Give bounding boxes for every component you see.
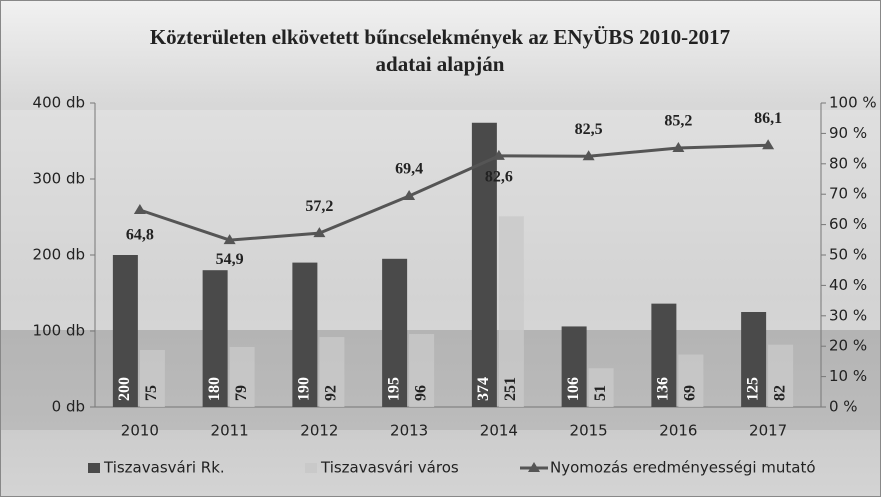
- bar-value-label: 251: [502, 377, 519, 401]
- y2-tick-label: 60 %: [829, 215, 867, 233]
- bar-value-label: 190: [296, 377, 313, 401]
- y2-tick-label: 70 %: [829, 185, 867, 203]
- legend-swatch: [305, 463, 317, 473]
- bar-value-label: 79: [233, 385, 250, 401]
- bar-value-label: 69: [682, 385, 699, 401]
- bar-value-label: 195: [385, 377, 402, 401]
- legend-label: Nyomozás eredményességi mutató: [550, 459, 816, 477]
- x-tick-label: 2015: [570, 422, 608, 440]
- legend-swatch: [88, 463, 100, 473]
- chart-title: adatai alapján: [376, 52, 505, 76]
- y-tick-label: 400 db: [33, 94, 85, 112]
- line-value-label: 82,5: [575, 121, 603, 138]
- x-tick-label: 2017: [749, 422, 787, 440]
- bar-value-label: 106: [565, 377, 582, 401]
- bar-value-label: 180: [206, 377, 223, 401]
- bar-value-label: 200: [116, 377, 133, 401]
- line-value-label: 64,8: [126, 227, 154, 244]
- x-tick-label: 2010: [121, 422, 159, 440]
- y-tick-label: 300 db: [33, 170, 85, 188]
- y2-tick-label: 10 %: [829, 367, 867, 385]
- x-tick-label: 2011: [211, 422, 249, 440]
- y2-tick-label: 30 %: [829, 306, 867, 324]
- y2-tick-label: 0 %: [829, 398, 858, 416]
- x-tick-label: 2014: [480, 422, 518, 440]
- bar-value-label: 92: [323, 385, 340, 401]
- chart-title: Közterületen elkövetett bűncselekmények …: [150, 25, 730, 49]
- line-value-label: 82,6: [485, 169, 513, 186]
- line-value-label: 54,9: [216, 251, 244, 268]
- bar-value-label: 75: [143, 385, 160, 401]
- legend-label: Tiszavasvári Rk.: [103, 459, 225, 477]
- y2-tick-label: 20 %: [829, 337, 867, 355]
- line-value-label: 86,1: [754, 110, 782, 127]
- bar-value-label: 51: [592, 385, 609, 401]
- bar-value-label: 136: [655, 377, 672, 401]
- y2-tick-label: 50 %: [829, 246, 867, 264]
- y-tick-label: 0 db: [52, 398, 85, 416]
- bar-value-label: 82: [771, 385, 788, 401]
- chart: Közterületen elkövetett bűncselekmények …: [0, 0, 881, 497]
- legend-label: Tiszavasvári város: [320, 459, 459, 477]
- bar-value-label: 125: [744, 377, 761, 401]
- bar-value-label: 96: [412, 385, 429, 401]
- line-value-label: 57,2: [305, 198, 333, 215]
- x-tick-label: 2013: [390, 422, 428, 440]
- y2-tick-label: 90 %: [829, 124, 867, 142]
- bar-value-label: 374: [475, 377, 492, 401]
- y-tick-label: 200 db: [33, 246, 85, 264]
- line-value-label: 69,4: [395, 161, 423, 178]
- x-tick-label: 2016: [659, 422, 697, 440]
- y-tick-label: 100 db: [33, 322, 85, 340]
- line-value-label: 85,2: [664, 113, 692, 130]
- y2-tick-label: 40 %: [829, 276, 867, 294]
- y2-tick-label: 80 %: [829, 154, 867, 172]
- y2-tick-label: 100 %: [829, 94, 877, 112]
- x-tick-label: 2012: [300, 422, 338, 440]
